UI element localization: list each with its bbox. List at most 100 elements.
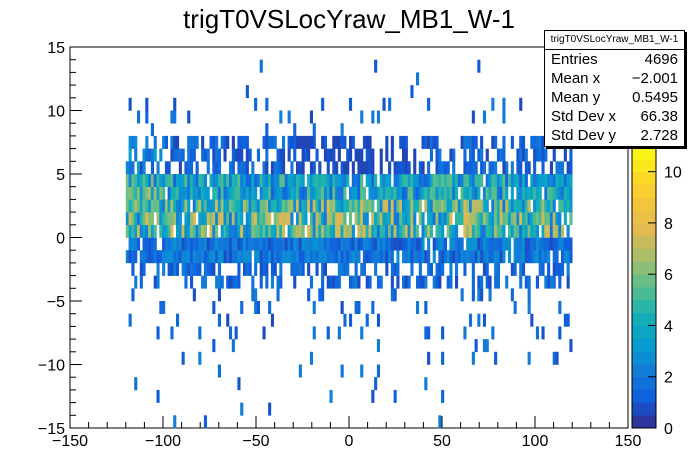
- heatmap-bin: [329, 275, 333, 289]
- heatmap-bin: [491, 135, 495, 149]
- heatmap-bin: [296, 262, 300, 276]
- heatmap-bin: [438, 275, 442, 289]
- heatmap-bin: [365, 275, 369, 289]
- heatmap-bin: [332, 174, 336, 187]
- heatmap-bin: [519, 148, 523, 162]
- heatmap-bin: [321, 199, 325, 213]
- heatmap-bin: [549, 186, 553, 200]
- x-tick-label: −100: [145, 433, 181, 450]
- heatmap-bin: [488, 161, 492, 175]
- heatmap-bin: [552, 262, 556, 276]
- heatmap-bin: [385, 212, 389, 226]
- heatmap-bin: [544, 224, 548, 238]
- heatmap-bin: [354, 174, 358, 187]
- heatmap-bin: [360, 186, 364, 200]
- heatmap-bin: [402, 237, 406, 251]
- heatmap-bin: [404, 148, 408, 162]
- heatmap-bin: [321, 262, 325, 276]
- heatmap-bin: [569, 199, 573, 213]
- heatmap-bin: [402, 250, 406, 264]
- heatmap-bin: [552, 174, 556, 187]
- heatmap-bin: [427, 224, 431, 238]
- heatmap-bin: [150, 174, 154, 187]
- heatmap-bin: [128, 212, 132, 226]
- heatmap-bin: [396, 212, 400, 226]
- heatmap-bin: [262, 326, 266, 340]
- palette-step: [632, 171, 656, 185]
- palette-step: [632, 261, 656, 275]
- heatmap-bin: [533, 212, 537, 226]
- heatmap-bin: [296, 250, 300, 264]
- heatmap-bin: [240, 212, 244, 226]
- heatmap-bin: [134, 148, 138, 162]
- heatmap-bin: [485, 250, 489, 264]
- heatmap-bin: [455, 224, 459, 238]
- heatmap-bin: [376, 250, 380, 264]
- heatmap-bin: [209, 250, 213, 264]
- heatmap-bin: [362, 199, 366, 213]
- heatmap-bin: [298, 364, 302, 378]
- heatmap-bin: [349, 212, 353, 226]
- heatmap-bin: [226, 275, 230, 289]
- heatmap-bin: [547, 174, 551, 187]
- heatmap-bin: [301, 135, 305, 149]
- heatmap-bin: [309, 224, 313, 238]
- heatmap-bin: [254, 186, 258, 200]
- heatmap-bin: [519, 262, 523, 276]
- heatmap-bin: [201, 174, 205, 187]
- heatmap-bin: [296, 224, 300, 238]
- heatmap-bin: [203, 174, 207, 187]
- heatmap-bin: [326, 275, 330, 289]
- heatmap-bin: [318, 212, 322, 226]
- heatmap-bin: [349, 186, 353, 200]
- heatmap-bin: [137, 212, 141, 226]
- heatmap-bin: [162, 301, 166, 314]
- heatmap-bin: [312, 326, 316, 340]
- heatmap-bin: [474, 161, 478, 175]
- heatmap-bin: [530, 250, 534, 264]
- heatmap-bin: [259, 275, 263, 289]
- heatmap-bin: [376, 110, 380, 124]
- heatmap-bin: [441, 212, 445, 226]
- stats-box-title: trigT0VSLocYraw_MB1_W-1: [545, 31, 684, 50]
- heatmap-bin: [282, 186, 286, 200]
- heatmap-bin: [561, 250, 565, 264]
- heatmap-bin: [527, 237, 531, 251]
- heatmap-bin: [248, 250, 252, 264]
- heatmap-bin: [494, 212, 498, 226]
- heatmap-bin: [566, 199, 570, 213]
- heatmap-bin: [466, 250, 470, 264]
- heatmap-bin: [254, 250, 258, 264]
- heatmap-bin: [321, 288, 325, 302]
- heatmap-bin: [413, 212, 417, 226]
- heatmap-bin: [217, 237, 221, 251]
- heatmap-bin: [427, 237, 431, 251]
- x-tick-label: 50: [433, 433, 451, 450]
- heatmap-bin: [134, 377, 138, 391]
- heatmap-bin: [309, 199, 313, 213]
- heatmap-bin: [533, 199, 537, 213]
- heatmap-bin: [187, 250, 191, 264]
- heatmap-bin: [410, 85, 414, 99]
- heatmap-bin: [282, 250, 286, 264]
- heatmap-bin: [407, 250, 411, 264]
- heatmap-bin: [549, 199, 553, 213]
- heatmap-bin: [494, 135, 498, 149]
- heatmap-bin: [259, 199, 263, 213]
- heatmap-bin: [519, 199, 523, 213]
- heatmap-bin: [388, 174, 392, 187]
- heatmap-bin: [480, 275, 484, 289]
- heatmap-bin: [508, 224, 512, 238]
- heatmap-bin: [315, 262, 319, 276]
- heatmap-bin: [159, 301, 163, 314]
- heatmap-bin: [226, 174, 230, 187]
- heatmap-bin: [254, 212, 258, 226]
- heatmap-bin: [279, 110, 283, 124]
- heatmap-bin: [273, 174, 277, 187]
- heatmap-bin: [323, 174, 327, 187]
- heatmap-bin: [469, 237, 473, 251]
- heatmap-bin: [131, 224, 135, 238]
- heatmap-bin: [276, 186, 280, 200]
- heatmap-bin: [496, 212, 500, 226]
- heatmap-bin: [156, 174, 160, 187]
